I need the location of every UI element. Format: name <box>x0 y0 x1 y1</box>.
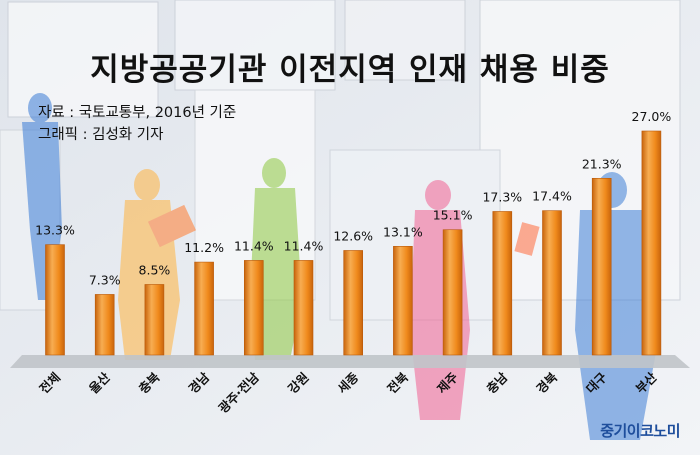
value-label-2: 8.5% <box>139 262 171 277</box>
category-label-7: 전북 <box>384 369 411 396</box>
category-label-4: 광주·전남 <box>215 369 262 416</box>
bar-11 <box>591 177 612 356</box>
bar-9 <box>492 211 513 356</box>
bar-10 <box>542 210 562 356</box>
value-label-5: 11.4% <box>284 238 324 253</box>
bar-4 <box>244 260 264 356</box>
bar-6 <box>343 250 364 356</box>
value-label-3: 11.2% <box>184 240 224 255</box>
value-label-10: 17.4% <box>532 189 572 204</box>
bar-12 <box>641 130 662 356</box>
value-label-7: 13.1% <box>383 224 423 239</box>
source-note: 자료 : 국토교통부, 2016년 기준 <box>38 105 237 121</box>
value-label-11: 21.3% <box>582 156 622 171</box>
value-label-0: 13.3% <box>35 223 75 238</box>
bar-2 <box>144 284 165 356</box>
brand-logo: 중기이코노미 <box>600 422 680 440</box>
value-label-4: 11.4% <box>234 238 274 253</box>
bar-7 <box>393 246 413 356</box>
bar-1 <box>94 294 115 356</box>
category-label-12: 부산 <box>633 369 660 396</box>
value-label-6: 12.6% <box>333 228 373 243</box>
value-label-8: 15.1% <box>433 208 473 223</box>
category-label-11: 대구 <box>583 369 610 396</box>
bar-3 <box>194 261 214 356</box>
category-label-10: 경북 <box>533 369 560 396</box>
category-label-6: 세종 <box>334 369 361 396</box>
chart-floor <box>10 355 690 368</box>
category-label-3: 경남 <box>185 369 212 396</box>
value-labels-group: 13.3% 7.3% 8.5% 11.2% 11.4% 11.4% 12.6% 13.1% 15… <box>35 109 671 287</box>
value-label-12: 27.0% <box>632 109 672 124</box>
value-label-1: 7.3% <box>89 272 121 287</box>
bar-0 <box>45 244 65 356</box>
category-label-0: 전체 <box>36 370 63 397</box>
category-label-2: 충북 <box>136 369 163 396</box>
credit-note: 그래픽 : 김성화 기자 <box>38 127 164 143</box>
bar-5 <box>293 260 314 356</box>
category-label-5: 강원 <box>285 370 312 397</box>
bar-8 <box>442 229 463 356</box>
chart-title: 지방공공기관 이전지역 인재 채용 비중 <box>90 52 610 88</box>
value-label-9: 17.3% <box>482 189 522 204</box>
bars-group <box>45 130 662 356</box>
category-label-8: 제주 <box>434 369 461 396</box>
category-label-9: 충남 <box>484 369 511 396</box>
category-label-1: 울산 <box>86 369 113 396</box>
category-labels-group: 전체 울산 충북 경남 광주·전남 강원 세종 전북 제주 충남 경북 대구 부산 <box>36 369 660 416</box>
